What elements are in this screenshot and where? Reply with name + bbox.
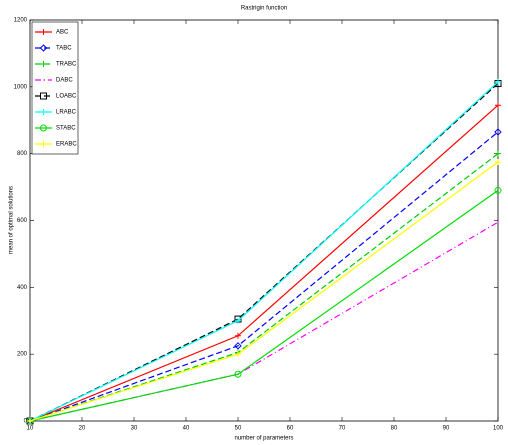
marker [495, 150, 501, 157]
y-tick-label: 400 [17, 285, 28, 291]
marker [235, 351, 241, 358]
x-tick-label: 10 [27, 426, 34, 432]
series-line [29, 221, 499, 422]
series-line [29, 131, 499, 422]
marker [234, 342, 242, 350]
x-tick-label: 40 [183, 426, 190, 432]
legend-marker [40, 141, 47, 147]
marker [234, 370, 242, 378]
series-line [29, 81, 499, 422]
plot-frame [29, 19, 499, 422]
legend-label: STABC [56, 126, 76, 132]
legend-label: ERABC [56, 142, 77, 148]
x-tick-label: 100 [493, 426, 504, 432]
legend-marker [40, 29, 47, 35]
marker [27, 418, 33, 424]
series-line [29, 83, 499, 422]
x-tick-label: 30 [131, 426, 138, 432]
y-tick-label: 0 [24, 419, 28, 425]
legend-label: LRABC [56, 110, 77, 116]
x-tick-label: 70 [339, 426, 346, 432]
x-tick-label: 20 [79, 426, 86, 432]
series-line [29, 153, 499, 422]
legend-label: TRABC [56, 62, 77, 68]
y-tick-label: 600 [17, 218, 28, 224]
legend-marker [40, 109, 47, 115]
marker [495, 78, 501, 85]
series-line [29, 161, 499, 422]
legend-marker [39, 44, 48, 52]
x-axis-label: number of parameters [234, 436, 293, 442]
legend-label: ABC [56, 30, 69, 36]
legend-marker [40, 124, 47, 132]
marker [494, 128, 502, 136]
legend-marker [40, 61, 47, 67]
x-tick-label: 60 [287, 426, 294, 432]
x-tick-label: 80 [391, 426, 398, 432]
y-tick-label: 1200 [14, 18, 28, 24]
marker [495, 159, 501, 166]
marker [494, 186, 502, 194]
legend-label: TABC [56, 46, 72, 52]
y-tick-label: 800 [17, 151, 28, 157]
legend-label: LOABC [56, 94, 77, 100]
legend-marker [43, 79, 44, 81]
marker [497, 221, 499, 223]
y-axis-label: mean of optimal solutions [9, 186, 15, 254]
y-tick-label: 200 [17, 352, 28, 358]
x-tick-label: 90 [443, 426, 450, 432]
legend-marker [40, 92, 47, 100]
legend-box [31, 21, 79, 155]
legend-label: DABC [56, 78, 73, 84]
series-line [29, 189, 499, 422]
marker [495, 102, 501, 109]
chart-title: Rastrigin function [241, 6, 287, 12]
x-tick-label: 50 [235, 426, 242, 432]
y-tick-label: 1000 [14, 84, 28, 90]
marker [235, 317, 241, 324]
marker [235, 332, 241, 339]
